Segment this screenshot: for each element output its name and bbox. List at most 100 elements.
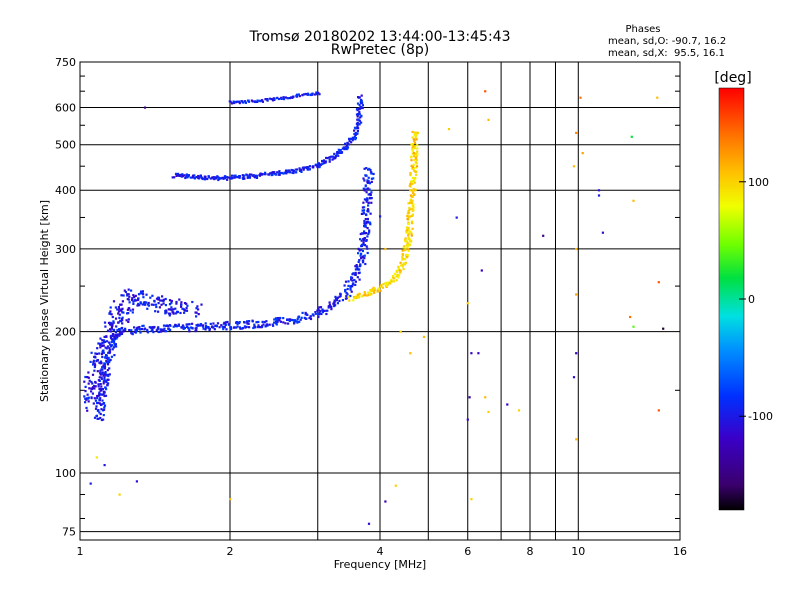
echo-point <box>236 100 239 103</box>
echo-point <box>222 177 225 180</box>
echo-point <box>297 93 300 96</box>
echo-point <box>276 320 279 324</box>
echo-point <box>262 323 265 326</box>
echo-point <box>87 382 90 385</box>
echo-point <box>106 369 109 372</box>
echo-point <box>183 302 187 305</box>
echo-point <box>268 323 271 326</box>
echo-point <box>248 320 251 323</box>
echo-point <box>122 311 125 314</box>
echo-point <box>106 361 109 364</box>
echo-point <box>354 280 357 283</box>
echo-point <box>344 145 347 148</box>
echo-point <box>101 355 104 359</box>
echo-point <box>120 317 124 321</box>
echo-point <box>370 289 373 292</box>
echo-point <box>405 244 408 247</box>
echo-point <box>186 323 189 326</box>
echo-point <box>363 167 366 170</box>
echo-point <box>103 321 107 324</box>
echo-point <box>128 307 131 310</box>
echo-point <box>121 319 124 322</box>
echo-point <box>364 224 367 228</box>
echo-point <box>355 113 359 116</box>
echo-point <box>271 323 274 326</box>
echo-point <box>237 100 240 103</box>
echo-point <box>138 326 141 329</box>
echo-point <box>114 335 117 338</box>
echo-point <box>363 206 366 209</box>
echo-point <box>358 292 361 295</box>
echo-point <box>100 385 103 388</box>
echo-point <box>368 182 372 185</box>
echo-point <box>133 330 136 333</box>
echo-point <box>193 177 197 180</box>
echo-point <box>183 311 186 314</box>
echo-point <box>402 246 405 249</box>
echo-point <box>123 329 126 332</box>
echo-point <box>216 322 220 325</box>
echo-point <box>84 375 87 379</box>
echo-point <box>108 323 112 326</box>
echo-point <box>309 317 313 321</box>
echo-point <box>133 326 136 329</box>
echo-point <box>371 287 374 291</box>
echo-point <box>632 199 635 202</box>
echo-point <box>247 100 251 103</box>
echo-point <box>254 100 257 104</box>
echo-point <box>94 381 97 384</box>
echo-point <box>484 396 487 399</box>
echo-point <box>130 329 133 332</box>
echo-point <box>298 320 301 323</box>
echo-point <box>323 159 326 162</box>
echo-point <box>217 178 220 182</box>
x-tick-label: 6 <box>464 545 471 558</box>
echo-point <box>155 297 159 300</box>
echo-point <box>349 294 352 298</box>
echo-point <box>108 373 111 376</box>
echo-point <box>234 100 237 103</box>
echo-point <box>330 305 333 308</box>
echo-point <box>104 354 108 357</box>
echo-point <box>360 99 363 102</box>
echo-point <box>506 403 509 406</box>
echo-point <box>407 237 410 241</box>
echo-point <box>350 276 353 279</box>
echo-point <box>188 330 191 333</box>
echo-point <box>362 187 365 190</box>
echo-point <box>404 237 407 240</box>
echo-point <box>369 212 372 215</box>
echo-point <box>115 345 118 348</box>
echo-point <box>298 95 301 98</box>
echo-point <box>370 191 373 194</box>
echo-point <box>112 320 115 323</box>
echo-point <box>93 362 96 365</box>
echo-point <box>174 312 177 315</box>
echo-point <box>132 302 135 305</box>
echo-point <box>103 376 106 379</box>
echo-point <box>108 350 112 354</box>
echo-point <box>367 168 370 171</box>
echo-point <box>161 295 164 298</box>
echo-point <box>405 240 408 243</box>
echo-point <box>369 169 372 172</box>
echo-point <box>401 255 404 259</box>
echo-point <box>131 311 134 314</box>
x-axis-label: Frequency [MHz] <box>334 558 426 571</box>
echo-point <box>402 268 405 271</box>
echo-point <box>399 261 402 264</box>
echo-point <box>200 303 203 306</box>
echo-point <box>354 138 357 141</box>
echo-point <box>94 399 97 402</box>
echo-point <box>222 322 225 325</box>
echo-point <box>106 363 110 366</box>
echo-point <box>362 209 366 212</box>
echo-point <box>358 122 361 125</box>
echo-point <box>143 106 147 109</box>
echo-point <box>110 313 113 316</box>
echo-point <box>470 498 473 501</box>
echo-point <box>332 156 335 159</box>
echo-point <box>366 180 369 183</box>
echo-point <box>354 271 357 274</box>
echo-point <box>258 174 262 177</box>
